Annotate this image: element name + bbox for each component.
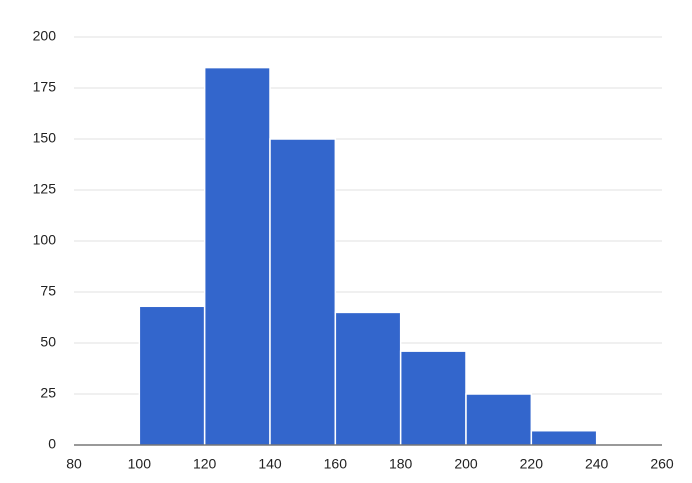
- y-tick-label: 25: [40, 385, 56, 401]
- y-tick-label: 200: [33, 28, 57, 44]
- bar: [399, 350, 467, 446]
- y-tick-label: 100: [33, 232, 57, 248]
- x-tick-label: 240: [585, 456, 609, 472]
- bar: [203, 66, 271, 446]
- x-tick-label: 220: [520, 456, 544, 472]
- bar: [530, 429, 598, 446]
- y-tick-label: 50: [40, 334, 56, 350]
- x-tick-label: 200: [454, 456, 478, 472]
- x-tick-label: 100: [128, 456, 152, 472]
- bar: [269, 138, 337, 446]
- x-tick-label: 80: [66, 456, 82, 472]
- y-tick-label: 0: [48, 436, 56, 452]
- x-tick-label: 120: [193, 456, 217, 472]
- y-tick-label: 125: [33, 181, 57, 197]
- y-tick-label: 150: [33, 130, 57, 146]
- bar: [334, 311, 402, 446]
- x-tick-label: 160: [324, 456, 348, 472]
- x-tick-label: 260: [650, 456, 674, 472]
- x-tick-label: 140: [258, 456, 282, 472]
- bar: [138, 305, 206, 446]
- x-tick-label: 180: [389, 456, 413, 472]
- y-tick-label: 75: [40, 283, 56, 299]
- bar: [465, 393, 533, 446]
- y-tick-label: 175: [33, 79, 57, 95]
